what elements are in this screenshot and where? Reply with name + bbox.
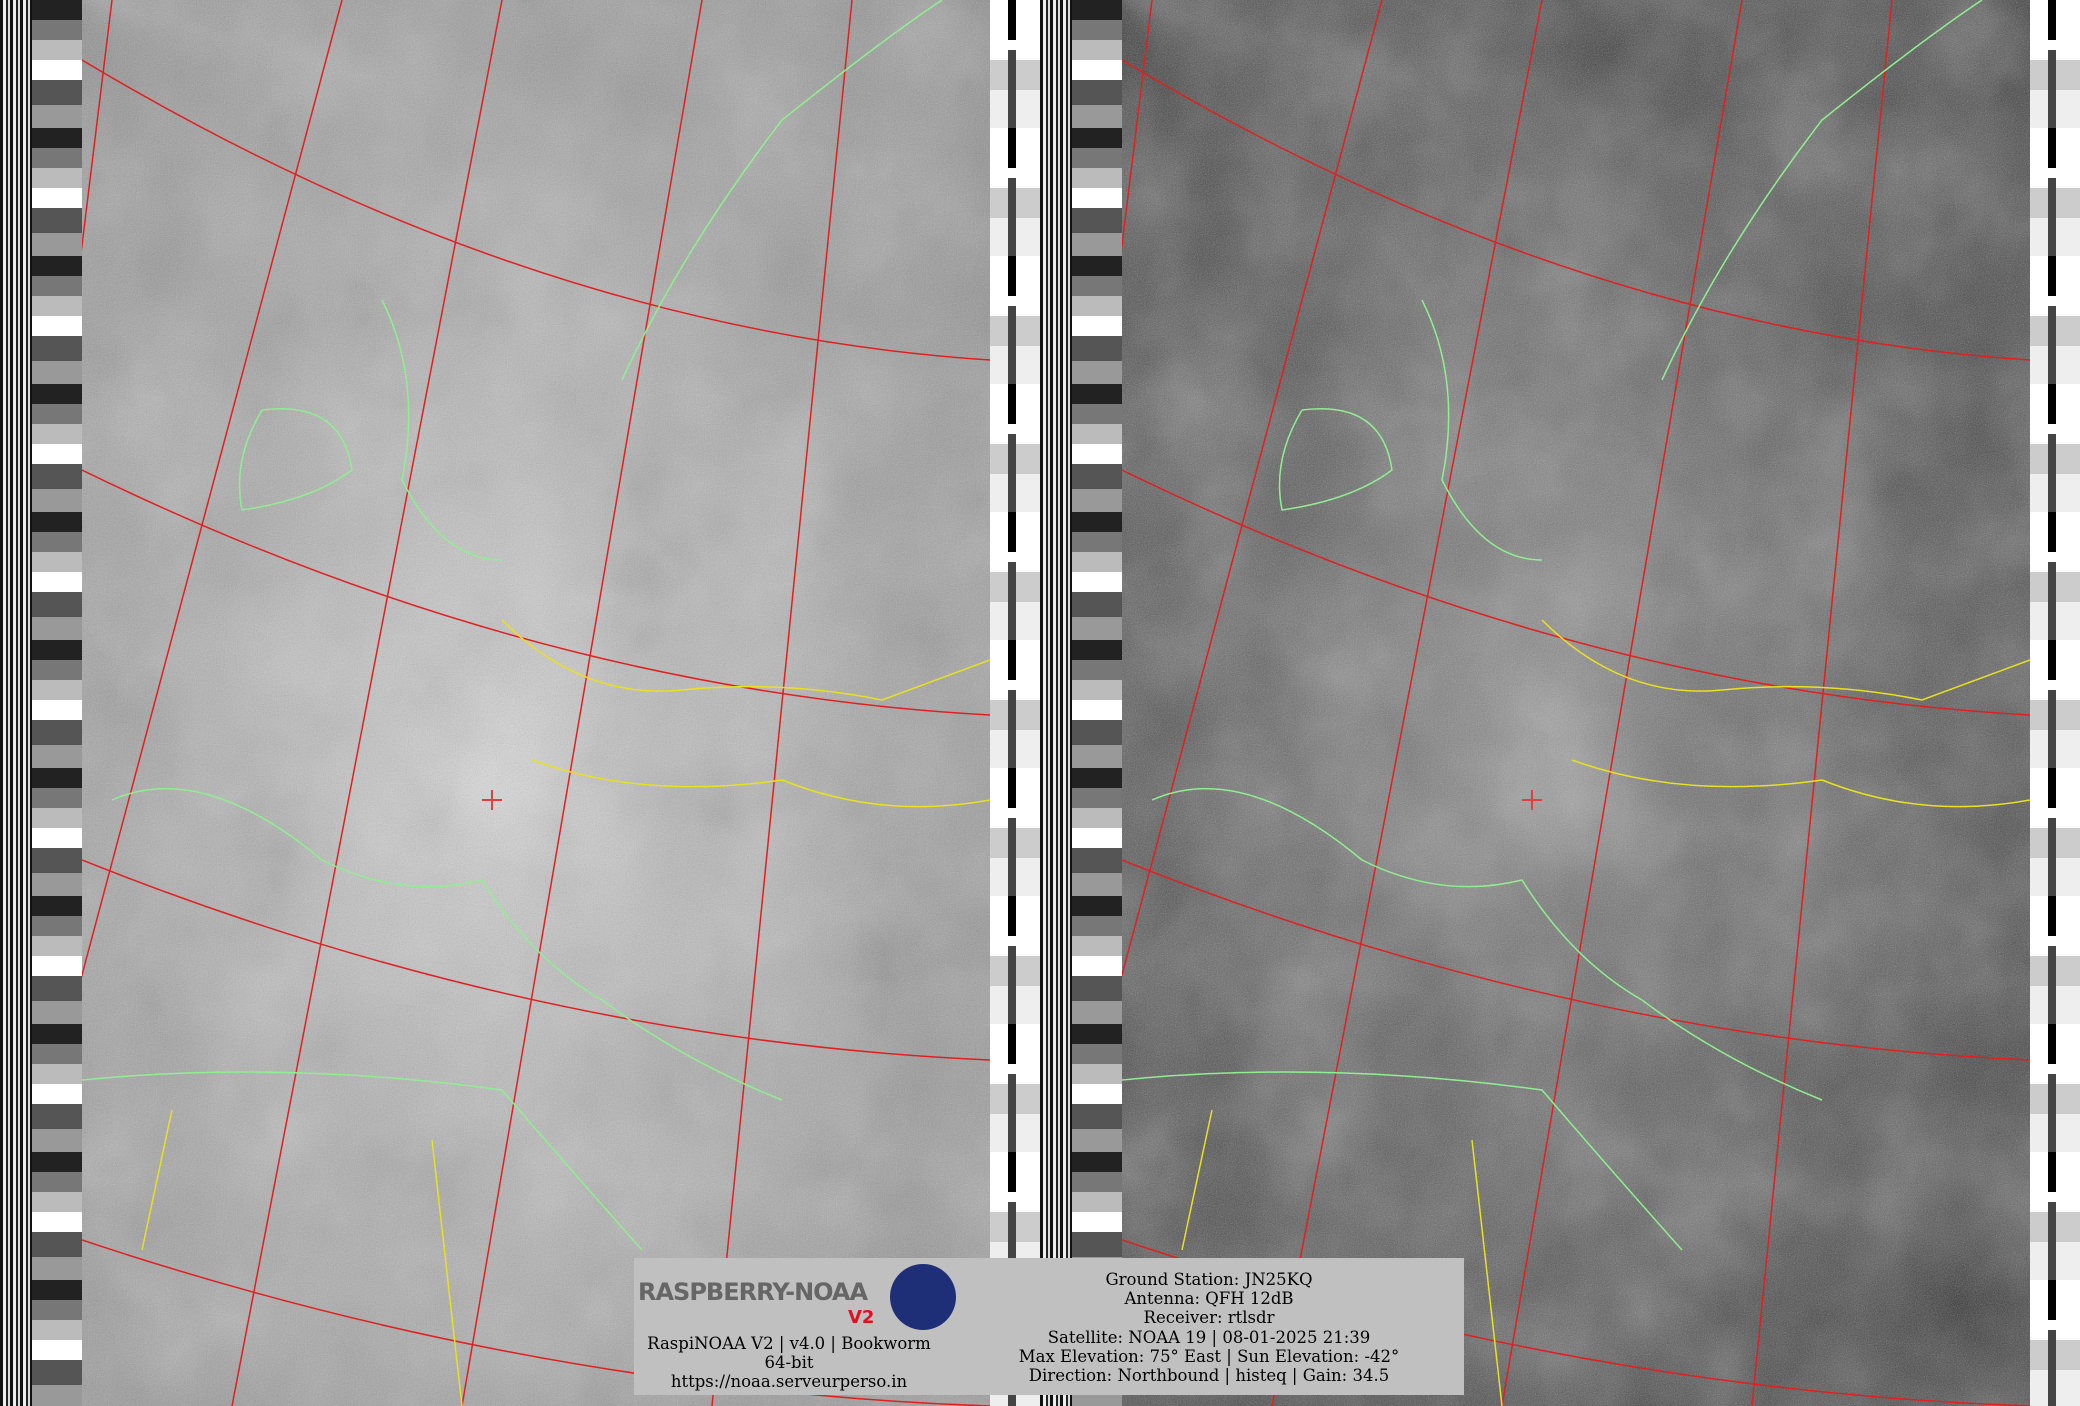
ground-station-marker [482,790,502,810]
antenna: Antenna: QFH 12dB [1124,1289,1294,1309]
direction: Direction: Northbound | histeq | Gain: 3… [1028,1366,1390,1386]
satellite-pass: Satellite: NOAA 19 | 08-01-2025 21:39 [1047,1327,1371,1347]
coastlines [1122,0,1983,1251]
channel-a-panel [0,0,1040,1406]
raspberry-noaa-logo: RASPBERRY-NOAA V2 [638,1262,956,1334]
telemetry-strip [2030,0,2080,1406]
elevation: Max Elevation: 75° East | Sun Elevation:… [1018,1346,1400,1366]
sync-strip [0,0,82,1406]
coastlines [82,0,943,1251]
branding-info: RaspiNOAA V2 | v4.0 | Bookworm 64-bit ht… [634,1334,944,1391]
satellite-image-channel-a [82,0,990,1406]
site-url: https://noaa.serveurperso.in [670,1372,908,1391]
sync-strip [1040,0,1122,1406]
pass-info-box: RASPBERRY-NOAA V2 RaspiNOAA V2 | v4.0 | … [634,1258,1464,1395]
receiver: Receiver: rtlsdr [1143,1308,1275,1328]
ground-station: Ground Station: JN25KQ [1105,1270,1313,1289]
map-overlay [1122,0,2030,1406]
satellite-image-channel-b [1122,0,2030,1406]
channel-b-panel [1040,0,2080,1406]
borders [141,619,990,1406]
ground-station-marker [1522,790,1542,810]
graticule [82,0,990,1406]
satellite-icon [890,1264,956,1330]
station-info: Ground Station: JN25KQ Antenna: QFH 12dB… [954,1270,1464,1385]
map-overlay [82,0,990,1406]
version-line: RaspiNOAA V2 | v4.0 | Bookworm 64-bit [647,1334,931,1372]
borders [1181,619,2030,1406]
telemetry-strip [990,0,1040,1406]
graticule [1122,0,2030,1406]
